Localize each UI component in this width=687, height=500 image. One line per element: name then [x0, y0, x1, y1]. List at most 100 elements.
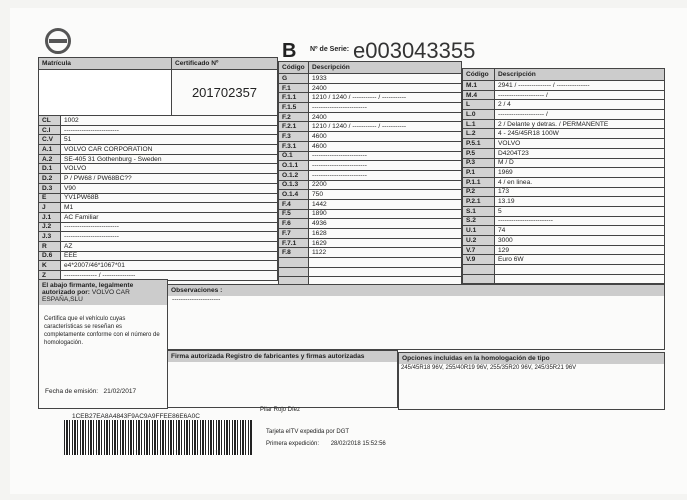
row-code: P.1.1 [462, 176, 495, 188]
row-value: 2400 [308, 111, 462, 123]
tarjeta-text: Tarjeta eITV expedida por DGT [266, 429, 350, 435]
row-code: R [38, 240, 61, 252]
row-code: A.1 [38, 144, 61, 155]
table-row: O.1.2 ------------------------- [278, 169, 462, 181]
table-row: D.1 VOLVO [38, 163, 278, 175]
row-code: U.1 [462, 225, 495, 236]
table-row: F.4 1442 [278, 198, 462, 210]
row-code: C.V [38, 134, 61, 146]
right-table: Código Descripción M.1 2941 / ------------… [462, 68, 665, 285]
row-value: --------------- / --------------- [60, 270, 278, 281]
row-code [462, 264, 495, 275]
row-value [494, 264, 665, 275]
row-value: 2 / Delante y detras. / PERMANENTE [494, 118, 665, 130]
barcode-text: 1CEB27EA8A4843F9AC9A9FFEE86E6A0C [72, 413, 200, 420]
table-row: G 1933 [278, 73, 462, 84]
firmante-label: El abajo firmante, legalmente autorizado… [39, 280, 167, 305]
row-value: 4 / en linea. [494, 176, 665, 188]
table-row: C.V 51 [38, 134, 278, 146]
table-row: F.2 2400 [278, 111, 462, 123]
observaciones-label: Observaciones : [168, 285, 664, 296]
table-row: P.3 M / D [462, 157, 665, 169]
row-code [278, 266, 309, 278]
table-row: O.1.1 ------------------------- [278, 160, 462, 171]
certificado-label: Certificado Nº [171, 57, 278, 70]
row-code: V.7 [462, 244, 495, 256]
matricula-value [38, 69, 172, 116]
row-code: M.1 [462, 80, 495, 91]
row-code: L [462, 99, 495, 111]
primera-expedicion: Primera expedición: 28/02/2018 15:52:56 [266, 441, 386, 447]
row-code: D.6 [38, 250, 61, 262]
table-row: L.0 --------------------- / [462, 109, 665, 120]
row-code: P.1 [462, 167, 495, 178]
row-code: F.2.1 [278, 121, 309, 133]
table-row: F.2.1 1210 / 1240 / ----------- / -------… [278, 121, 462, 133]
table-row: O.1.4 750 [278, 189, 462, 200]
row-value: 1628 [308, 228, 462, 239]
table-row: O.1 ------------------------- [278, 150, 462, 162]
table-row [278, 266, 462, 278]
codigo-header: Código [462, 68, 495, 81]
row-value: ------------------------- [308, 169, 462, 181]
left-table: Matrícula Certificado Nº 201702357 CL 1002… [38, 57, 278, 281]
table-row: P.5.1 VOLVO [462, 138, 665, 149]
row-code [278, 257, 309, 268]
row-code [462, 273, 495, 285]
opciones-value: 245/45R18 96V, 255/40R19 96V, 255/35R20 … [401, 365, 577, 371]
row-value: 1890 [308, 208, 462, 220]
table-row: E YV1PW68B [38, 192, 278, 204]
row-value: ------------------------- [494, 215, 665, 227]
row-code: D.3 [38, 182, 61, 194]
row-code: E [38, 192, 61, 204]
row-code: V.9 [462, 254, 495, 266]
row-code: F.3 [278, 131, 309, 142]
table-row [278, 257, 462, 268]
row-value: 2200 [308, 179, 462, 191]
row-value: 2 / 4 [494, 99, 665, 111]
table-row: P.2.1 13.19 [462, 196, 665, 207]
table-row: P.1.1 4 / en linea. [462, 176, 665, 188]
row-code: F.7.1 [278, 237, 309, 249]
row-code: A.2 [38, 153, 61, 165]
table-row: F.3.1 4600 [278, 140, 462, 152]
row-code: O.1.2 [278, 169, 309, 181]
table-row: O.1.3 2200 [278, 179, 462, 191]
barcode [64, 420, 252, 455]
firmante-box: El abajo firmante, legalmente autorizado… [38, 279, 168, 409]
row-code: S.2 [462, 215, 495, 227]
row-value: 750 [308, 189, 462, 200]
row-code: P.2 [462, 186, 495, 198]
row-value: VOLVO CAR CORPORATION [60, 144, 278, 155]
table-row: P.5 D4204T23 [462, 147, 665, 159]
volvo-logo-icon [45, 28, 71, 54]
row-code: F.7 [278, 228, 309, 239]
firmante-nombre: Pilar Rojo Díez [260, 407, 301, 413]
row-code: G [278, 73, 309, 84]
row-value: 1969 [494, 167, 665, 178]
table-row: P.1 1969 [462, 167, 665, 178]
table-row: V.9 Euro 6W [462, 254, 665, 266]
row-value: AZ [60, 240, 278, 252]
row-code: P.5.1 [462, 138, 495, 149]
row-value: ------------------------- [60, 124, 278, 136]
row-code: S.1 [462, 205, 495, 217]
matricula-label: Matrícula [38, 57, 172, 70]
row-value: YV1PW68B [60, 192, 278, 204]
table-row: F.8 1122 [278, 247, 462, 259]
row-value: 4600 [308, 131, 462, 142]
row-value: P / PW68 / PW68BC?? [60, 173, 278, 184]
table-row: L.1 2 / Delante y detras. / PERMANENTE [462, 118, 665, 130]
row-code: P.5 [462, 147, 495, 159]
row-code: L.0 [462, 109, 495, 120]
row-value: M1 [60, 202, 278, 213]
row-code: P.3 [462, 157, 495, 169]
codigo-header: Código [278, 61, 309, 74]
row-code: F.2 [278, 111, 309, 123]
row-value: M / D [494, 157, 665, 169]
form-letter: B [282, 40, 297, 62]
firmante-value: VOLVO CAR ESPAÑA,SLU [42, 289, 130, 303]
observaciones-value: ---------------------- [172, 296, 221, 303]
row-value: 1442 [308, 198, 462, 210]
row-value: --------------------- / [494, 89, 665, 101]
